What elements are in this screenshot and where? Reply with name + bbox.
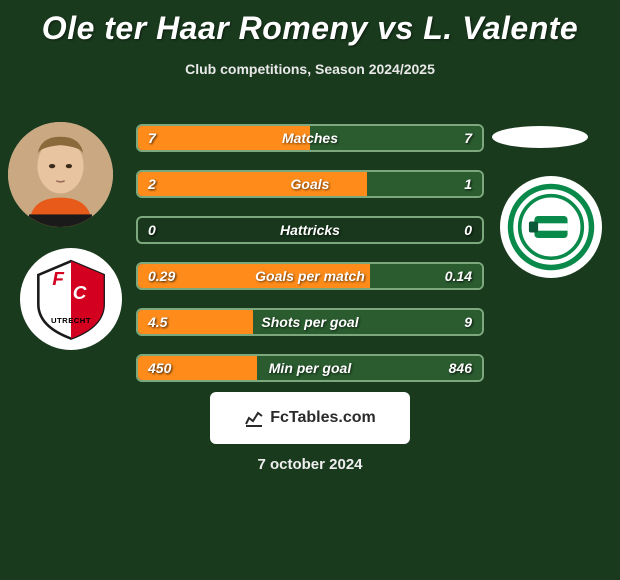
player-left-avatar: [8, 122, 113, 227]
stat-label: Hattricks: [138, 222, 482, 238]
footer-date: 7 october 2024: [0, 456, 620, 473]
stat-bar-left: [138, 172, 367, 196]
stat-value-right: 1: [464, 176, 472, 192]
stat-value-right: 7: [464, 130, 472, 146]
footer-brand-badge: FcTables.com: [210, 392, 410, 444]
stat-row: 450846Min per goal: [136, 354, 484, 382]
stat-value-left: 4.5: [148, 314, 167, 330]
stat-value-right: 846: [449, 360, 472, 376]
stat-row: 77Matches: [136, 124, 484, 152]
stat-bar-right: [310, 126, 482, 150]
svg-text:C: C: [73, 283, 87, 304]
stat-value-left: 0: [148, 222, 156, 238]
stat-value-left: 450: [148, 360, 171, 376]
stat-row: 0 0Hattricks: [136, 216, 484, 244]
stat-row: 4.59Shots per goal: [136, 308, 484, 336]
stat-value-left: 2: [148, 176, 156, 192]
club-right-logo: [500, 176, 602, 278]
stat-row: 21Goals: [136, 170, 484, 198]
stat-value-right: 0.14: [445, 268, 472, 284]
player-right-avatar: [492, 126, 588, 148]
stats-container: 77Matches21Goals00Hattricks0.290.14Goals…: [136, 124, 484, 400]
subtitle: Club competitions, Season 2024/2025: [0, 61, 620, 77]
stat-bar-left: [138, 126, 310, 150]
svg-text:UTRECHT: UTRECHT: [51, 316, 91, 325]
stat-value-left: 0.29: [148, 268, 175, 284]
chart-icon: [244, 408, 264, 428]
svg-text:F: F: [52, 269, 64, 290]
stat-value-right: 0: [464, 222, 472, 238]
stat-row: 0.290.14Goals per match: [136, 262, 484, 290]
stat-value-right: 9: [464, 314, 472, 330]
stat-value-left: 7: [148, 130, 156, 146]
stat-bar-right: [253, 310, 482, 334]
club-left-logo: F C UTRECHT: [20, 248, 122, 350]
footer-brand-text: FcTables.com: [270, 409, 376, 427]
page-title: Ole ter Haar Romeny vs L. Valente: [0, 0, 620, 47]
